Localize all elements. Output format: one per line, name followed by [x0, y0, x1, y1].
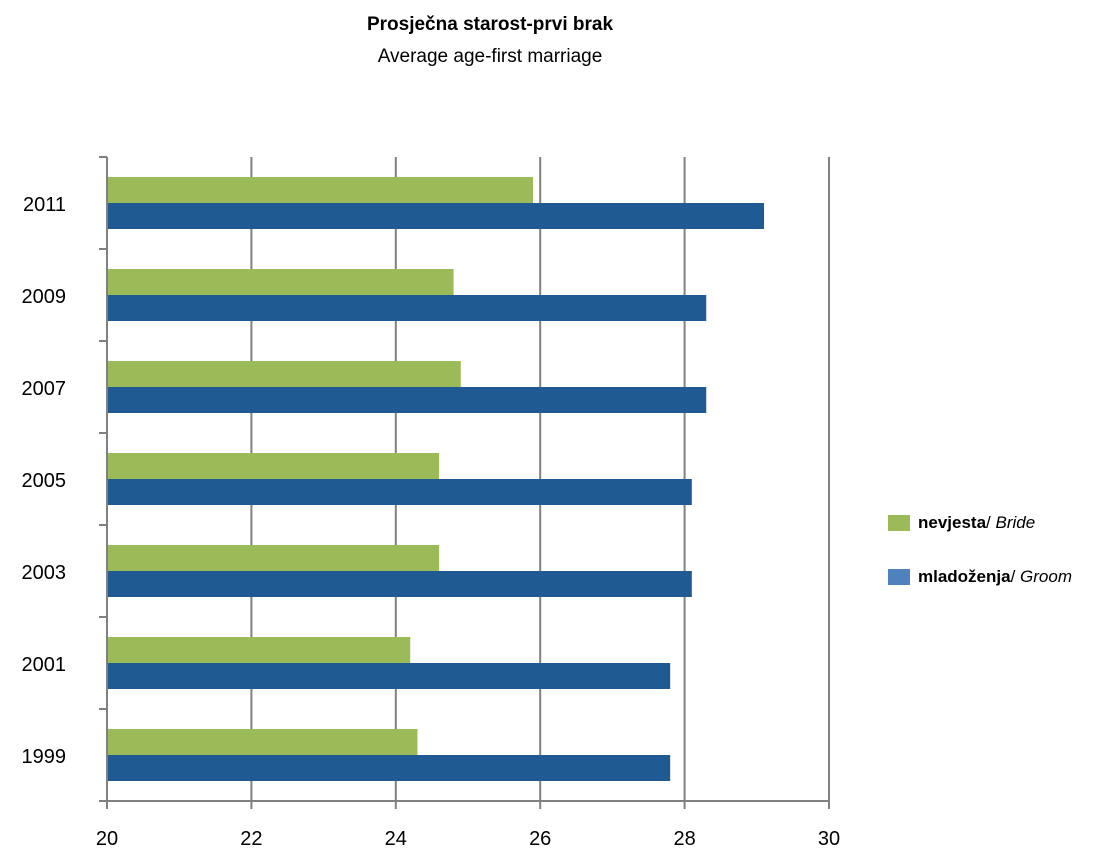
bar-bride-2011 — [107, 177, 533, 203]
bar-groom-2001 — [107, 663, 671, 689]
bar-groom-1999 — [107, 755, 671, 781]
x-tick-label-30: 30 — [818, 828, 840, 850]
bar-bride-2007 — [107, 361, 461, 387]
bar-groom-2009 — [107, 295, 707, 321]
bar-bride-2005 — [107, 453, 440, 479]
bar-bride-1999 — [107, 729, 418, 755]
legend-label-bride-separator: / — [986, 513, 996, 532]
legend-label-bride-italic: Bride — [995, 513, 1036, 532]
legend-swatch-bride — [888, 515, 910, 531]
y-tick-label-2007: 2007 — [22, 378, 67, 400]
legend-swatch-groom — [888, 569, 910, 585]
y-tick-label-2001: 2001 — [22, 654, 67, 676]
x-tick-label-22: 22 — [240, 828, 262, 850]
legend-item-bride: nevjesta / Bride — [888, 510, 1072, 536]
bar-bride-2003 — [107, 545, 440, 571]
y-tick-label-2011: 2011 — [23, 194, 66, 216]
bar-bride-2001 — [107, 637, 411, 663]
bar-groom-2007 — [107, 387, 707, 413]
chart-title: Prosječna starost-prvi brak — [366, 14, 614, 35]
bar-groom-2005 — [107, 479, 692, 505]
x-tick-label-24: 24 — [385, 828, 407, 850]
bar-groom-2011 — [107, 203, 765, 229]
bar-groom-2003 — [107, 571, 692, 597]
bar-bride-2009 — [107, 269, 454, 295]
y-tick-label-2009: 2009 — [22, 286, 67, 308]
legend: nevjesta / Bride mladoženja / Groom — [888, 510, 1072, 618]
y-tick-label-2005: 2005 — [22, 470, 67, 492]
legend-label-groom-bold: mladoženja — [918, 567, 1011, 586]
chart-subtitle: Average age-first marriage — [377, 46, 603, 67]
x-tick-label-20: 20 — [96, 828, 118, 850]
y-tick-label-1999: 1999 — [22, 746, 67, 768]
legend-label-groom-separator: / — [1010, 567, 1021, 586]
legend-label-groom-italic: Groom — [1020, 567, 1073, 586]
x-tick-label-28: 28 — [673, 828, 695, 850]
y-tick-label-2003: 2003 — [22, 562, 67, 584]
legend-item-groom: mladoženja / Groom — [888, 564, 1072, 590]
legend-label-bride-bold: nevjesta — [918, 513, 987, 532]
x-tick-label-26: 26 — [529, 828, 551, 850]
